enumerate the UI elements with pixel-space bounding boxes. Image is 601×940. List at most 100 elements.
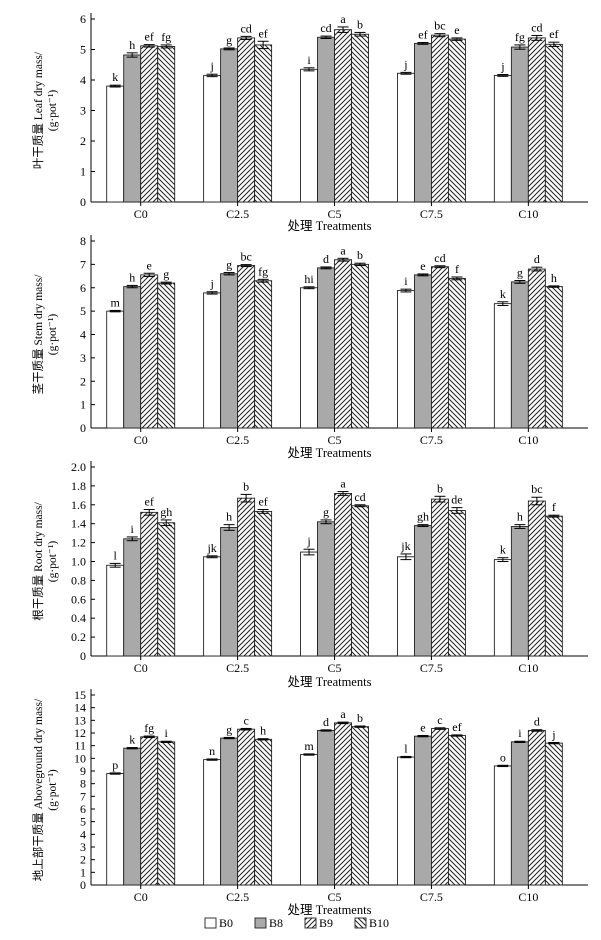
bar-b9-c7.5	[430, 728, 449, 886]
significance-letter: e	[420, 259, 425, 273]
significance-letter: m	[111, 295, 121, 309]
bar-b8-c10	[510, 741, 529, 886]
significance-letter: cd	[531, 20, 542, 34]
bar-b9-c2.5	[237, 497, 256, 657]
y-axis-label-line-1: 地上部干质量 Aboveground dry mass/	[31, 698, 45, 881]
legend-swatch-b10	[354, 917, 367, 929]
bar-b8-c5	[317, 730, 335, 886]
significance-letter: j	[403, 57, 407, 71]
y-axis-label-line-2: (g·pot⁻¹)	[47, 90, 59, 132]
significance-letter: f	[455, 262, 459, 276]
y-tick-label: 2	[80, 134, 86, 148]
x-tick-label: C5	[328, 207, 342, 221]
significance-letter: d	[323, 252, 329, 266]
significance-letter: a	[340, 12, 346, 26]
bar-b0-c7.5	[396, 756, 415, 886]
bar-b9-c0	[140, 511, 159, 657]
significance-letter: gh	[417, 510, 429, 524]
x-tick-label: C10	[518, 890, 538, 904]
bar-b8-c5	[317, 36, 335, 203]
x-tick-label: C10	[518, 207, 538, 221]
y-tick-label: 3	[80, 104, 86, 118]
y-axis-label-line-1: 叶干质量 Leaf dry mass/	[32, 51, 45, 169]
x-tick-label: C2.5	[226, 890, 249, 904]
bar-b9-c10	[527, 730, 546, 886]
significance-letter: m	[304, 739, 314, 753]
y-tick-label: 11	[74, 739, 86, 753]
significance-letter: ef	[258, 495, 267, 509]
bar-b8-c0	[123, 747, 142, 886]
significance-letter: i	[131, 522, 135, 536]
significance-letter: de	[451, 493, 462, 507]
bar-b0-c5	[300, 287, 318, 429]
significance-letter: l	[114, 548, 118, 562]
bar-b10-c7.5	[447, 735, 466, 886]
significance-letter: k	[500, 543, 506, 557]
x-tick-label: C0	[134, 207, 148, 221]
significance-letter: fg	[515, 30, 525, 44]
significance-letter: j	[551, 728, 555, 742]
y-tick-label: 1	[80, 398, 86, 412]
x-tick-label: C2.5	[226, 433, 249, 447]
significance-letter: j	[306, 534, 310, 548]
bar-b0-c2.5	[203, 74, 222, 203]
bar-b8-c5	[317, 267, 335, 429]
significance-letter: k	[129, 733, 135, 747]
significance-letter: i	[307, 53, 311, 67]
bar-b8-c10	[510, 281, 529, 429]
bar-b10-c5	[351, 505, 369, 657]
legend-swatch-b0	[204, 917, 217, 929]
bar-b0-c2.5	[203, 556, 222, 657]
y-tick-label: 3	[80, 840, 86, 854]
y-tick-label: 0.4	[71, 611, 86, 625]
significance-letter: g	[163, 267, 169, 281]
y-axis-label-line-1: 茎干质量 Stem dry mass/	[32, 274, 45, 395]
bar-b8-c2.5	[220, 737, 239, 886]
significance-letter: e	[454, 23, 459, 37]
y-tick-label: 1	[80, 865, 86, 879]
y-tick-label: 12	[74, 726, 86, 740]
x-tick-label: C5	[328, 433, 342, 447]
chart-panel-3: 00.20.40.60.81.01.21.41.61.82.0liefghC0j…	[31, 460, 588, 689]
y-tick-label: 6	[80, 281, 86, 295]
bar-b8-c10	[510, 526, 529, 657]
significance-letter: ef	[549, 27, 558, 41]
bar-b9-c0	[140, 274, 159, 429]
significance-letter: a	[340, 707, 346, 721]
significance-letter: hi	[304, 272, 314, 286]
y-tick-label: 1.6	[71, 498, 86, 512]
significance-letter: b	[357, 17, 363, 31]
significance-letter: ef	[452, 720, 461, 734]
significance-letter: h	[129, 270, 135, 284]
significance-letter: i	[404, 274, 408, 288]
bar-b0-c0	[106, 310, 125, 429]
bar-b0-c10	[493, 765, 512, 886]
bar-b8-c0	[123, 54, 142, 203]
bar-b9-c10	[527, 268, 546, 429]
bar-b0-c10	[493, 559, 512, 657]
y-tick-label: 1.8	[71, 479, 86, 493]
significance-letter: fg	[144, 721, 154, 735]
y-tick-label: 6	[80, 802, 86, 816]
y-tick-label: 7	[80, 257, 86, 271]
x-tick-label: C2.5	[226, 207, 249, 221]
significance-letter: c	[437, 713, 442, 727]
y-tick-label: 1	[80, 165, 86, 179]
y-tick-label: 8	[80, 234, 86, 248]
significance-letter: k	[500, 287, 506, 301]
significance-letter: h	[129, 38, 135, 52]
bar-b9-c2.5	[237, 728, 256, 886]
x-tick-label: C0	[134, 890, 148, 904]
significance-letter: b	[243, 479, 249, 493]
bar-b10-c7.5	[447, 510, 466, 657]
bar-b0-c5	[300, 68, 318, 203]
y-tick-label: 0.2	[71, 630, 86, 644]
bar-b9-c0	[140, 736, 159, 886]
y-tick-label: 4	[80, 73, 86, 87]
bar-b8-c5	[317, 521, 335, 657]
bar-b9-c10	[527, 500, 546, 657]
bar-b9-c2.5	[237, 265, 256, 429]
